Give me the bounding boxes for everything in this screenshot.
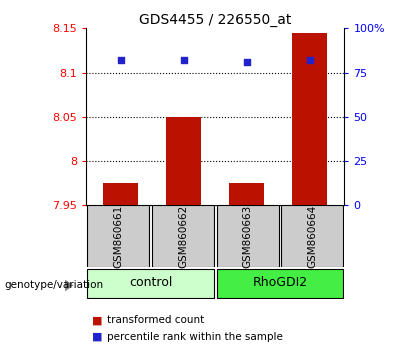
Point (244, 59, 250, 65)
Text: GSM860662: GSM860662 (178, 205, 188, 268)
Bar (152, 205, 214, 267)
Point (181, 57, 187, 63)
Point (118, 57, 124, 63)
Text: percentile rank within the sample: percentile rank within the sample (107, 332, 283, 342)
Bar (229, 183, 264, 205)
Polygon shape (65, 280, 73, 291)
Title: GDS4455 / 226550_at: GDS4455 / 226550_at (139, 13, 291, 27)
Bar (281, 205, 343, 267)
Text: GSM860664: GSM860664 (307, 205, 317, 268)
Bar (292, 33, 327, 205)
Bar (103, 183, 138, 205)
Bar (166, 117, 201, 205)
Bar (217, 205, 278, 267)
Text: RhoGDI2: RhoGDI2 (252, 276, 307, 289)
Text: ■: ■ (92, 332, 103, 342)
Text: GSM860663: GSM860663 (242, 205, 252, 268)
Text: ■: ■ (92, 315, 103, 325)
Text: transformed count: transformed count (107, 315, 205, 325)
Text: GSM860661: GSM860661 (113, 205, 123, 268)
Bar (87, 269, 214, 297)
Bar (87, 205, 150, 267)
Text: genotype/variation: genotype/variation (4, 280, 103, 290)
Bar (217, 269, 343, 297)
Point (307, 57, 313, 63)
Text: control: control (129, 276, 172, 289)
